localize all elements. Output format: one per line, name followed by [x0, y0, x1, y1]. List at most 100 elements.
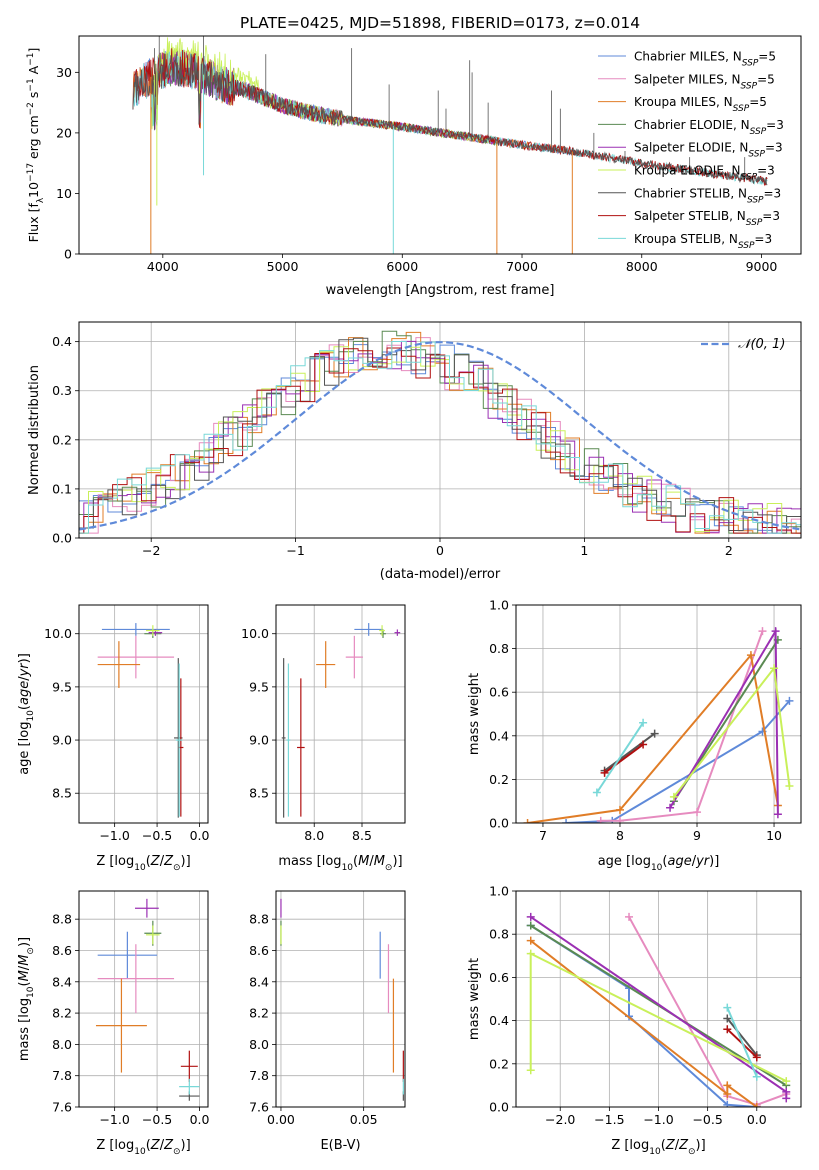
weight-marker-chabrier-stelib	[650, 729, 659, 738]
spectrum-line-chabrier-stelib	[132, 53, 768, 186]
errorbar-group	[95, 898, 200, 1101]
tick-label-x: 0.05	[350, 1112, 378, 1127]
x-axis-label: Z [log10(Z/Z⊙)]	[96, 854, 190, 873]
ticks: −1.0 −0.5 0.0 8.5 9.0 9.5 10.0	[44, 626, 209, 843]
legend-label: Kroupa MILES, NSSP=5	[634, 95, 767, 114]
tick-label-y: 20	[56, 125, 72, 140]
tick-label-y: 0	[64, 247, 72, 262]
residuals-chart: −2 −1 0 1 2 0.0 0.1 0.2 0.3 0.4 (data-model)/error…	[27, 321, 802, 582]
mass_Z-chart: −1.0 −0.5 0.0 7.6 7.8 8.0 8.2 8.4 8.6 8.8 Z [log10…	[17, 890, 210, 1157]
grid	[516, 604, 801, 824]
histogram-chabrier-stelib	[79, 337, 801, 534]
x-axis-label: Z [log10(Z/Z⊙)]	[96, 1138, 190, 1157]
weight-marker-salpeter-miles	[596, 816, 605, 823]
tick-label-y: 8.4	[249, 974, 269, 989]
ticks: 7 8 9 10 0.0 0.2 0.4 0.6 0.8 1.0	[489, 598, 782, 844]
tick-label-x: −1.5	[594, 1112, 624, 1127]
weight-marker-kroupa-stelib	[752, 1072, 761, 1081]
tick-label-y: 0.8	[489, 927, 509, 942]
tick-label-x: 0.00	[267, 1112, 295, 1127]
weight-line-chabrier-stelib	[726, 1017, 758, 1056]
axes-frame	[78, 890, 209, 1108]
y-axis-label: Flux [fλ10−17 erg cm−2 s−1 A−1]	[26, 48, 46, 243]
weight-marker-kroupa-stelib	[723, 1003, 732, 1012]
tick-label-x: 2	[725, 543, 733, 558]
weight-marker-kroupa-miles	[523, 819, 532, 823]
weight-marker-kroupa-elodie	[785, 781, 794, 790]
weight-marker-salpeter-stelib	[752, 1053, 761, 1062]
legend-label: Salpeter MILES, NSSP=5	[634, 72, 775, 91]
tick-label-x: 0	[436, 543, 444, 558]
tick-label-x: 9000	[746, 259, 778, 274]
tick-label-x: −0.5	[692, 1112, 722, 1127]
tick-label-x: 0.0	[190, 828, 210, 843]
tick-label-y: 0.2	[489, 772, 509, 787]
tick-label-y: 9.5	[52, 679, 72, 694]
tick-label-y: 0.6	[489, 970, 509, 985]
tick-label-y: 0.6	[489, 685, 509, 700]
tick-label-y: 0.4	[489, 728, 509, 743]
legend-label: Chabrier ELODIE, NSSP=3	[634, 118, 784, 137]
tick-label-x: 1	[580, 543, 588, 558]
weight-line-chabrier-miles	[566, 700, 791, 823]
tick-label-y: 8.8	[52, 912, 72, 927]
tick-label-y: 7.8	[52, 1068, 72, 1083]
weight_age-chart: 7 8 9 10 0.0 0.2 0.4 0.6 0.8 1.0 age [log10(age/yr…	[467, 598, 802, 873]
weight-marker-kroupa-miles	[526, 936, 535, 945]
tick-label-y: 8.5	[249, 786, 269, 801]
weight-marker-kroupa-elodie	[526, 949, 535, 958]
histogram-salpeter-stelib	[79, 347, 801, 534]
tick-label-y: 8.2	[249, 1006, 269, 1021]
tick-label-y: 30	[56, 65, 72, 80]
weight-marker-salpeter-elodie	[782, 1094, 791, 1103]
tick-label-y: 9.0	[52, 733, 72, 748]
weight-line-kroupa-miles	[527, 652, 779, 823]
tick-label-y: 9.0	[249, 733, 269, 748]
axes-frame	[275, 890, 406, 1108]
weight-marker-salpeter-elodie	[771, 627, 780, 636]
ticks: 4000 5000 6000 7000 8000 9000 0 10 20 30	[56, 65, 777, 274]
weight-marker-kroupa-elodie	[669, 792, 678, 801]
weight-marker-salpeter-miles	[758, 627, 767, 636]
axes-frame	[78, 604, 209, 824]
tick-label-x: 0.0	[190, 1112, 210, 1127]
tick-label-x: −1.0	[643, 1112, 673, 1127]
tick-label-y: 1.0	[489, 884, 509, 899]
tick-label-x: 10	[766, 828, 782, 843]
tick-label-x: 0.0	[747, 1112, 767, 1127]
weight-marker-salpeter-elodie	[666, 803, 675, 812]
weight-line-kroupa-miles	[530, 939, 758, 1107]
tick-label-x: −1.0	[99, 1112, 129, 1127]
tick-label-x: 8.5	[352, 828, 372, 843]
tick-label-y: 0.0	[52, 531, 72, 546]
y-axis-label: age [log10(age/yr)]	[17, 653, 36, 775]
axes-frame	[275, 604, 406, 824]
weight-marker-kroupa-stelib	[639, 718, 648, 727]
tick-label-x: −2	[142, 543, 160, 558]
legend-label: 𝒩(0, 1)	[738, 337, 785, 352]
grid	[516, 890, 801, 1108]
tick-label-y: 0.4	[489, 1013, 509, 1028]
grid	[79, 891, 208, 1108]
tick-label-y: 9.5	[249, 679, 269, 694]
weight-marker-kroupa-elodie	[782, 1077, 791, 1086]
legend-label: Kroupa ELODIE, NSSP=3	[634, 164, 775, 183]
errorbar-group	[281, 623, 401, 818]
tick-label-y: 8.0	[52, 1037, 72, 1052]
tick-label-x: 9	[693, 828, 701, 843]
weight-marker-chabrier-miles	[562, 819, 571, 823]
tick-label-y: 8.6	[249, 943, 269, 958]
tick-label-x: −1.0	[99, 828, 129, 843]
spectrum-chart: 4000 5000 6000 7000 8000 9000 0 10 20 30 PLATE=042…	[26, 14, 802, 298]
legend-label: Chabrier STELIB, NSSP=3	[634, 186, 781, 205]
tick-label-y: 8.0	[249, 1037, 269, 1052]
weight-marker-salpeter-stelib	[600, 768, 609, 777]
tick-label-x: 8000	[626, 259, 658, 274]
tick-label-y: 0.0	[489, 816, 509, 831]
weight-lines	[523, 627, 794, 823]
tick-label-y: 7.6	[249, 1100, 269, 1115]
weight-line-chabrier-miles	[530, 924, 757, 1107]
tick-label-y: 1.0	[489, 598, 509, 613]
tick-label-x: −2.0	[545, 1112, 575, 1127]
